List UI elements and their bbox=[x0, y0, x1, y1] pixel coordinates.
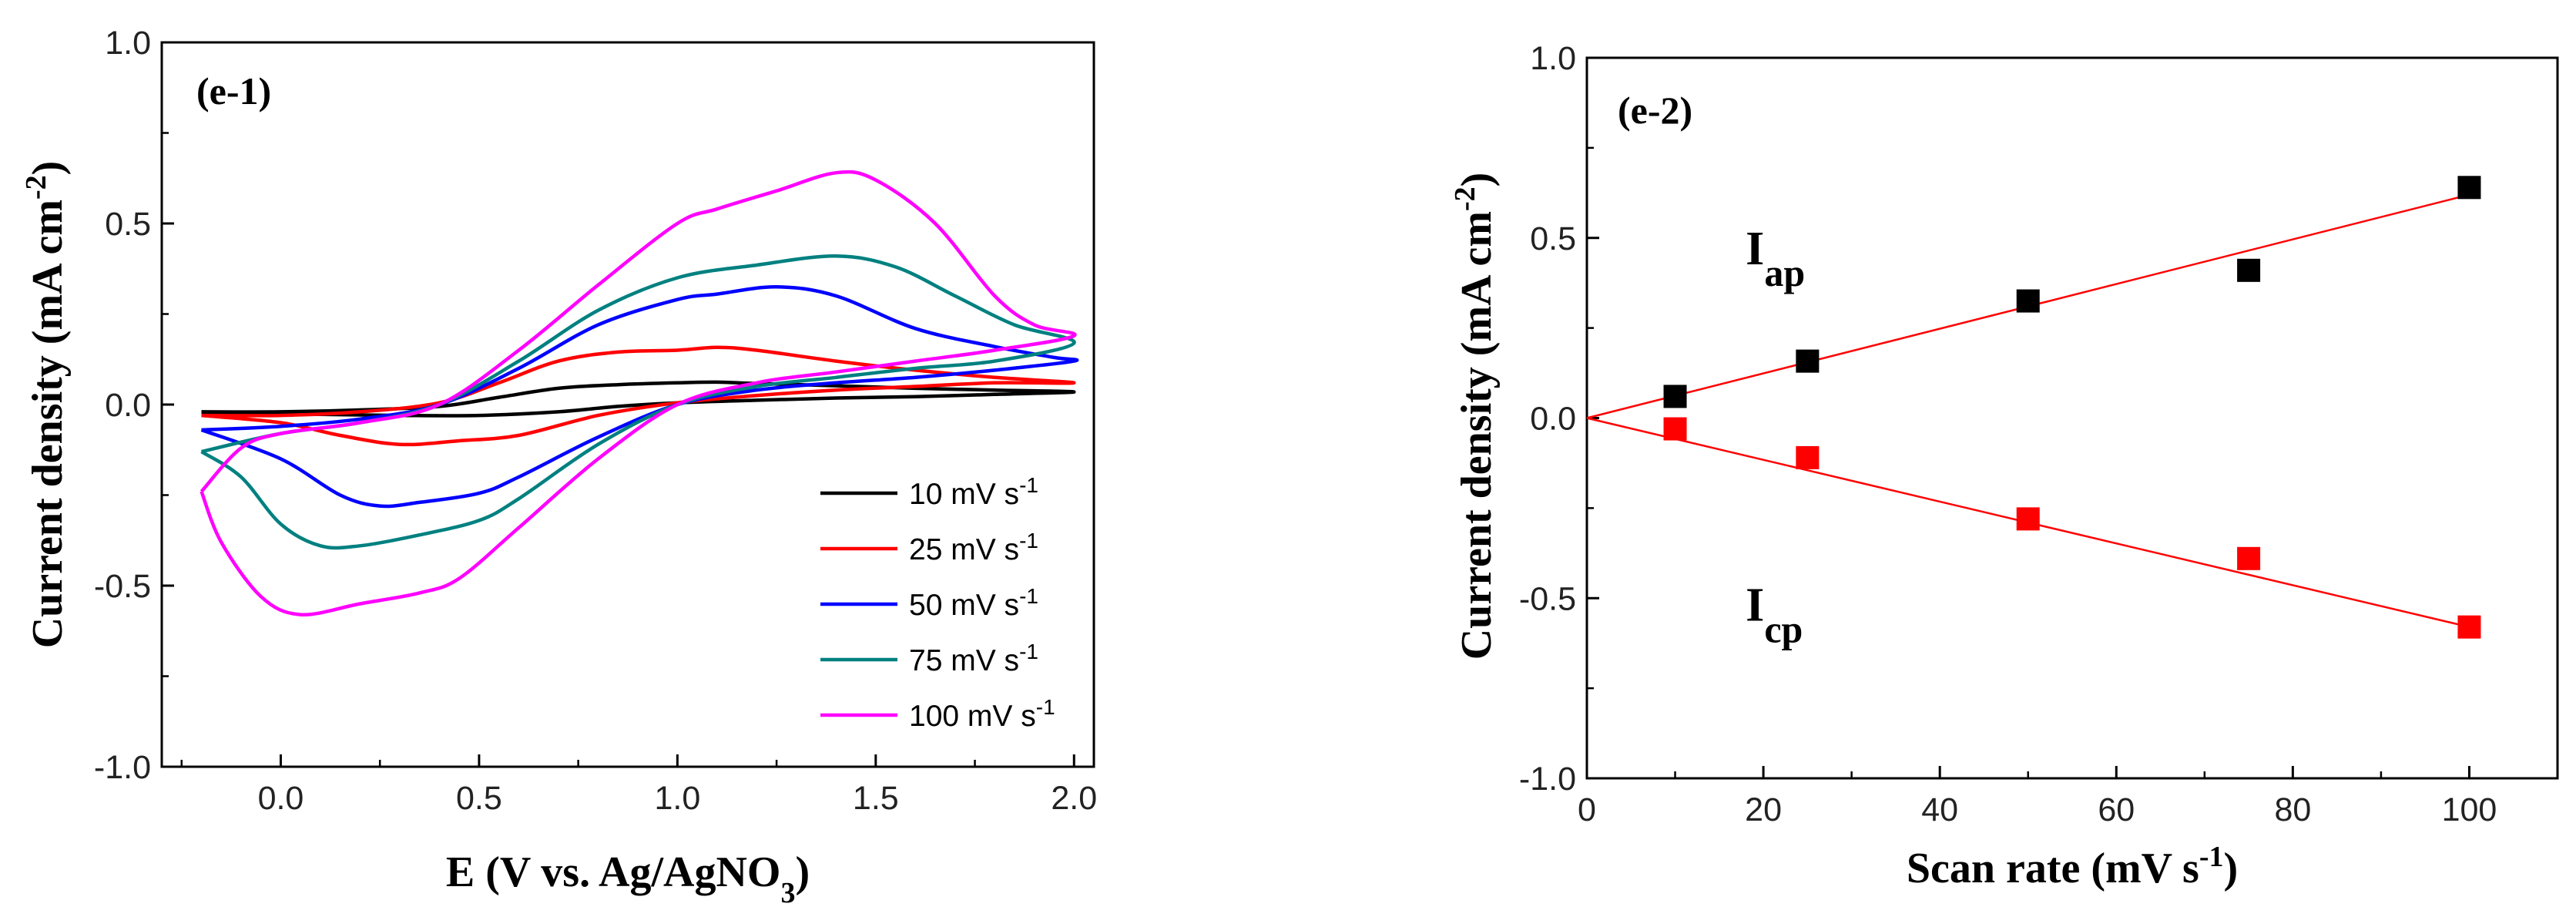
x-tick-label: 60 bbox=[2098, 791, 2135, 828]
x-tick-label: 100 bbox=[2442, 791, 2497, 828]
point-iap bbox=[2237, 258, 2261, 282]
annotation-ap: Iap bbox=[1746, 223, 1805, 294]
y-tick-label: -1.0 bbox=[1519, 761, 1576, 798]
cv-curve-100-mv-s bbox=[200, 170, 1077, 616]
legend-label: 10 mV s-1 bbox=[909, 473, 1038, 512]
annotations: Iap Icp bbox=[1746, 223, 1805, 651]
plot-frame bbox=[1585, 56, 2559, 780]
point-iap bbox=[2457, 176, 2481, 200]
legend: 10 mV s-1 25 mV s-1 50 mV s-1 75 mV s-1 100 … bbox=[820, 473, 1055, 734]
y-tick-label: 1.0 bbox=[105, 25, 151, 62]
y-axis-title: Current density (mA cm-2) bbox=[20, 161, 72, 649]
cv-panel: 0.0 0.5 1.0 1.5 2.0 -1.0 -0.5 0.0 0.5 1.0 (e-1) E… bbox=[20, 25, 1097, 909]
y-tick-label: -0.5 bbox=[1519, 580, 1576, 617]
point-icp bbox=[2016, 507, 2040, 531]
point-iap bbox=[1796, 349, 1820, 373]
point-iap bbox=[2016, 289, 2040, 313]
y-tick-label: 0.0 bbox=[1530, 401, 1576, 438]
x-tick-label: 1.0 bbox=[654, 780, 700, 817]
cv-curve-50-mv-s bbox=[200, 285, 1079, 509]
cv-curves bbox=[200, 170, 1079, 616]
cv-curve-25-mv-s bbox=[201, 345, 1076, 447]
y-tick-label: 0.5 bbox=[105, 206, 151, 243]
x-tick-label: 0.0 bbox=[258, 780, 304, 817]
x-tick-label: 1.5 bbox=[853, 780, 899, 817]
x-tick-label: 20 bbox=[1745, 791, 1782, 828]
y-tick-label: 0.5 bbox=[1530, 220, 1576, 257]
point-icp bbox=[1796, 445, 1820, 469]
data-points bbox=[1663, 176, 2481, 639]
axis-ticks: 0.0 0.5 1.0 1.5 2.0 -1.0 -0.5 0.0 0.5 1.0 bbox=[94, 25, 1097, 817]
scan-rate-panel: 0 20 40 60 80 100 -1.0 -0.5 0.0 0.5 1.0 (e-2) Scan… bbox=[1449, 40, 2559, 892]
x-tick-label: 0 bbox=[1578, 791, 1596, 828]
y-tick-label: -0.5 bbox=[94, 568, 151, 605]
y-tick-label: 0.0 bbox=[105, 387, 151, 424]
x-tick-label: 0.5 bbox=[456, 780, 502, 817]
x-tick-label: 2.0 bbox=[1051, 780, 1097, 817]
x-axis-title: E (V vs. Ag/AgNO3) bbox=[446, 848, 810, 909]
annotation-cp: Icp bbox=[1746, 579, 1803, 651]
y-tick-label: -1.0 bbox=[94, 749, 151, 786]
x-axis-title: Scan rate (mV s-1) bbox=[1907, 841, 2238, 892]
legend-label: 75 mV s-1 bbox=[909, 640, 1038, 678]
legend-label: 25 mV s-1 bbox=[909, 529, 1038, 567]
x-tick-label: 40 bbox=[1921, 791, 1958, 828]
linear-fits bbox=[1586, 193, 2470, 628]
point-iap bbox=[1663, 385, 1687, 408]
point-icp bbox=[2457, 615, 2481, 639]
legend-label: 50 mV s-1 bbox=[909, 584, 1038, 623]
x-tick-label: 80 bbox=[2274, 791, 2311, 828]
y-tick-label: 1.0 bbox=[1530, 40, 1576, 77]
cv-curve-10-mv-s bbox=[201, 380, 1076, 418]
axis-ticks: 0 20 40 60 80 100 -1.0 -0.5 0.0 0.5 1.0 bbox=[1519, 40, 2559, 828]
panel-label: (e-1) bbox=[196, 69, 271, 113]
panel-label: (e-2) bbox=[1618, 89, 1692, 132]
point-icp bbox=[1663, 417, 1687, 441]
legend-label: 100 mV s-1 bbox=[909, 695, 1055, 734]
point-icp bbox=[2237, 546, 2261, 570]
cv-curve-75-mv-s bbox=[200, 254, 1076, 550]
y-axis-title: Current density (mA cm-2) bbox=[1449, 173, 1501, 660]
